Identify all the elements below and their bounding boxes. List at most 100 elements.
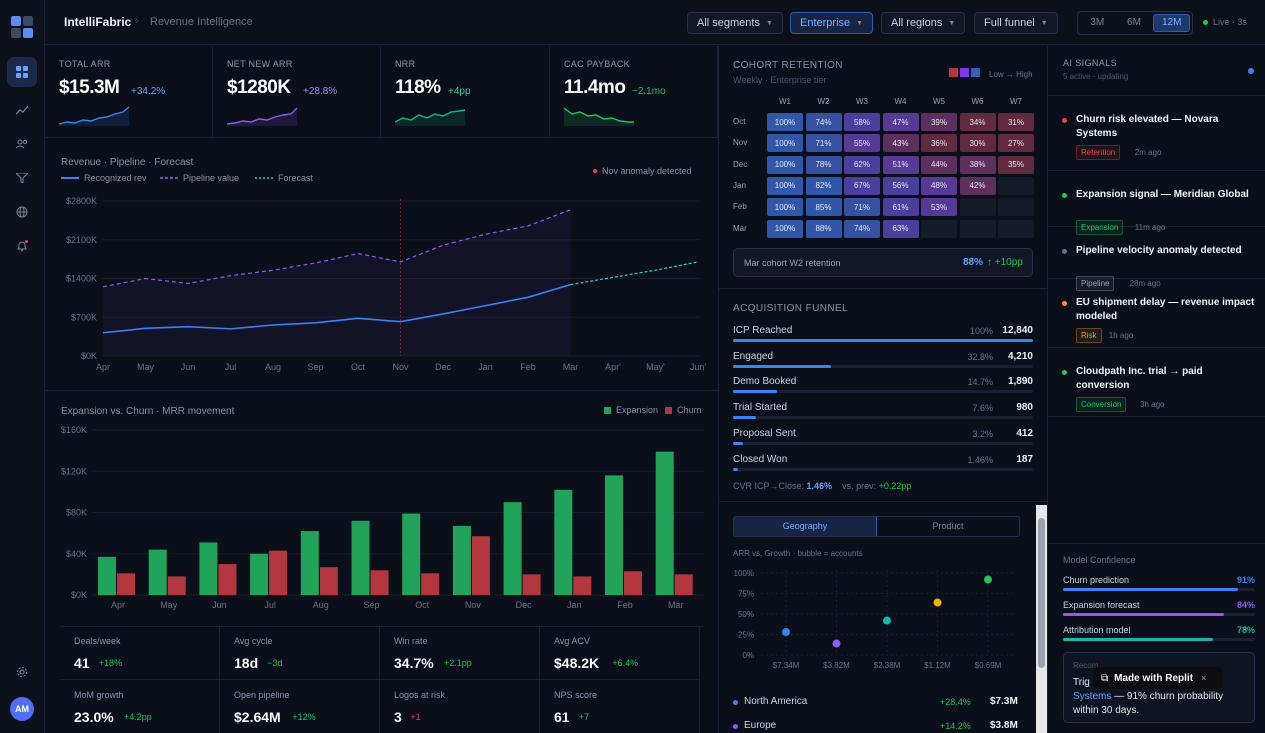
region-row[interactable]: North America +28.4% $7.3M bbox=[733, 696, 1023, 712]
bar-expansion[interactable] bbox=[250, 553, 269, 595]
bar-churn[interactable] bbox=[522, 574, 541, 595]
cohort-cell[interactable] bbox=[998, 219, 1034, 238]
kpi-net-new-arr[interactable]: NET NEW ARR $1280K +28.8% bbox=[213, 46, 381, 138]
funnel-row[interactable]: ICP Reached 100% 12,840 bbox=[733, 325, 1033, 345]
scatter-point[interactable] bbox=[883, 616, 891, 625]
user-avatar[interactable]: AM bbox=[10, 697, 34, 721]
cohort-cell[interactable]: 61% bbox=[882, 198, 919, 217]
cohort-cell[interactable]: 38% bbox=[959, 155, 996, 174]
range-12m[interactable]: 12M bbox=[1153, 14, 1191, 32]
cohort-cell[interactable]: 100% bbox=[767, 113, 803, 131]
cohort-cell[interactable]: 58% bbox=[844, 113, 880, 131]
segments-dropdown[interactable]: All segments ▼ bbox=[687, 12, 783, 34]
legend-churn[interactable]: Churn bbox=[665, 405, 702, 415]
cohort-cell[interactable]: 67% bbox=[844, 176, 880, 195]
bar-churn[interactable] bbox=[573, 576, 592, 595]
signal-item[interactable]: EU shipment delay — revenue impact model… bbox=[1048, 279, 1265, 348]
signal-item[interactable]: Expansion signal — Meridian Global Expans… bbox=[1048, 171, 1265, 235]
cohort-cell[interactable]: 43% bbox=[882, 134, 919, 153]
cohort-cell[interactable]: 100% bbox=[767, 219, 803, 238]
cohort-cell[interactable]: 78% bbox=[805, 155, 842, 174]
replit-badge[interactable]: ⧉ Made with Replit × bbox=[1093, 667, 1223, 689]
cohort-cell[interactable]: 100% bbox=[767, 155, 803, 174]
stat-avg-cycle[interactable]: Avg cycle 18d −3d bbox=[220, 626, 380, 680]
bar-churn[interactable] bbox=[674, 574, 693, 595]
bar-churn[interactable] bbox=[167, 576, 186, 595]
funnel-row[interactable]: Trial Started 7.6% 980 bbox=[733, 402, 1033, 422]
bar-expansion[interactable] bbox=[300, 531, 319, 595]
cohort-cell[interactable]: 71% bbox=[805, 134, 842, 153]
cohort-cell[interactable]: 48% bbox=[921, 176, 957, 195]
cohort-cell[interactable]: 74% bbox=[805, 113, 842, 131]
stat-open-pipeline[interactable]: Open pipeline $2.64M +12% bbox=[220, 680, 380, 733]
scatter-point[interactable] bbox=[832, 639, 841, 648]
cohort-cell[interactable]: 82% bbox=[805, 176, 842, 195]
bar-churn[interactable] bbox=[117, 573, 135, 595]
region-row[interactable]: Europe +14.2% $3.8M bbox=[733, 720, 1023, 733]
bar-expansion[interactable] bbox=[351, 520, 370, 595]
signal-item[interactable]: Churn risk elevated — Novara Systems Rete… bbox=[1048, 96, 1265, 171]
cohort-cell[interactable]: 44% bbox=[921, 155, 957, 174]
stat-win-rate[interactable]: Win rate 34.7% +2.1pp bbox=[380, 626, 540, 680]
cohort-cell[interactable] bbox=[998, 176, 1034, 195]
legend-expansion[interactable]: Expansion bbox=[604, 405, 658, 415]
scatter-point[interactable] bbox=[782, 628, 790, 637]
trend-icon[interactable] bbox=[7, 95, 37, 125]
range-3m[interactable]: 3M bbox=[1090, 17, 1105, 28]
dashboard-icon[interactable] bbox=[7, 57, 37, 87]
funnel-row[interactable]: Closed Won 1.46% 187 bbox=[733, 454, 1033, 474]
enterprise-dropdown[interactable]: Enterprise ▼ bbox=[790, 12, 874, 34]
cohort-cell[interactable]: 47% bbox=[882, 113, 919, 131]
cohort-cell[interactable]: 63% bbox=[882, 219, 919, 238]
cohort-cell[interactable]: 27% bbox=[998, 134, 1034, 153]
range-6m[interactable]: 6M bbox=[1127, 17, 1141, 28]
users-icon[interactable] bbox=[7, 129, 37, 159]
bar-expansion[interactable] bbox=[402, 513, 421, 595]
scrollbar-thumb[interactable] bbox=[1038, 518, 1045, 668]
filter-icon[interactable] bbox=[7, 163, 37, 193]
bar-expansion[interactable] bbox=[554, 489, 573, 595]
bar-churn[interactable] bbox=[218, 564, 237, 595]
bar-churn[interactable] bbox=[319, 567, 338, 595]
cohort-cell[interactable]: 35% bbox=[998, 155, 1034, 174]
settings-gear-icon[interactable] bbox=[7, 657, 37, 687]
bar-expansion[interactable] bbox=[655, 451, 674, 595]
scatter-point[interactable] bbox=[933, 598, 942, 607]
cohort-cell[interactable]: 51% bbox=[882, 155, 919, 174]
tab-product[interactable]: Product bbox=[932, 521, 964, 531]
stat-nps-score[interactable]: NPS score 61 +7 bbox=[540, 680, 700, 733]
cohort-cell[interactable]: 100% bbox=[767, 176, 803, 195]
scatter-point[interactable] bbox=[984, 575, 992, 584]
bar-churn[interactable] bbox=[269, 550, 288, 595]
cohort-cell[interactable]: 55% bbox=[844, 134, 880, 153]
cohort-cell[interactable] bbox=[959, 219, 996, 238]
cohort-cell[interactable]: 62% bbox=[844, 155, 880, 174]
breadcrumb[interactable]: Revenue Intelligence bbox=[150, 16, 253, 28]
anomaly-badge[interactable]: Nov anomaly detected bbox=[593, 166, 692, 176]
cohort-cell[interactable] bbox=[921, 219, 957, 238]
funnel-dropdown[interactable]: Full funnel ▼ bbox=[974, 12, 1058, 34]
kpi-total-arr[interactable]: TOTAL ARR $15.3M +34.2% bbox=[45, 46, 213, 138]
app-logo-icon[interactable] bbox=[11, 16, 33, 38]
regions-dropdown[interactable]: All regions ▼ bbox=[881, 12, 966, 34]
cohort-cell[interactable]: 42% bbox=[959, 176, 996, 195]
kpi-cac-payback[interactable]: CAC PAYBACK 11.4mo −2.1mo bbox=[550, 46, 718, 138]
cohort-cell[interactable]: 39% bbox=[921, 113, 957, 131]
tab-geography[interactable]: Geography bbox=[734, 517, 877, 536]
bar-expansion[interactable] bbox=[148, 549, 167, 595]
bar-expansion[interactable] bbox=[605, 475, 623, 595]
cohort-cell[interactable] bbox=[998, 198, 1034, 217]
cohort-cell[interactable]: 34% bbox=[959, 113, 996, 131]
funnel-row[interactable]: Proposal Sent 3.2% 412 bbox=[733, 428, 1033, 448]
stat-deals-week[interactable]: Deals/week 41 +18% bbox=[60, 626, 220, 680]
bar-churn[interactable] bbox=[421, 573, 440, 595]
stat-avg-acv[interactable]: Avg ACV $48.2K +6.4% bbox=[540, 626, 700, 680]
funnel-row[interactable]: Engaged 32.8% 4,210 bbox=[733, 351, 1033, 371]
signal-item[interactable]: Pipeline velocity anomaly detected Pipeli… bbox=[1048, 227, 1265, 291]
legend-pipeline[interactable]: Pipeline value bbox=[160, 173, 239, 183]
cohort-cell[interactable]: 56% bbox=[882, 176, 919, 195]
bar-churn[interactable] bbox=[471, 536, 490, 595]
close-icon[interactable]: × bbox=[1201, 673, 1207, 683]
cohort-cell[interactable]: 100% bbox=[767, 198, 803, 217]
kpi-nrr[interactable]: NRR 118% +4pp bbox=[381, 46, 550, 138]
